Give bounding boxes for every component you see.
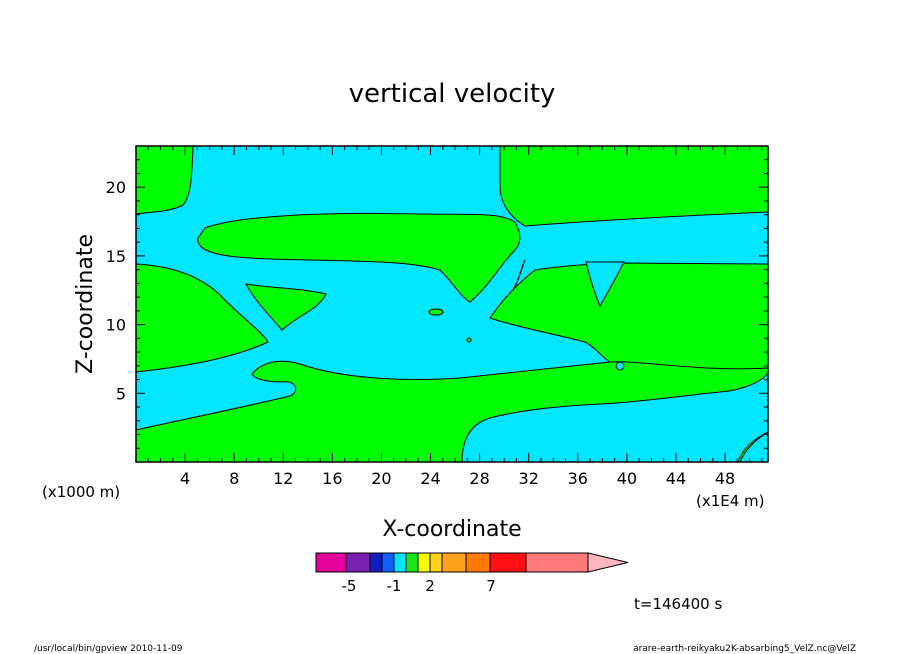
footer-left: /usr/local/bin/gpview 2010-11-09 [34, 644, 183, 654]
x-tick-label: 48 [715, 469, 735, 488]
x-tick-label: 12 [273, 469, 293, 488]
time-label: t=146400 s [634, 595, 722, 613]
contour-field [135, 145, 769, 463]
legend-swatch [315, 552, 347, 573]
legend-swatch [429, 552, 443, 573]
legend-swatch [369, 552, 383, 573]
x-tick-label: 44 [666, 469, 686, 488]
positive-speck [428, 308, 444, 316]
x-tick-label: 40 [617, 469, 637, 488]
y-axis: 5 10 15 20 [106, 159, 768, 449]
y-axis-label: Z-coordinate [73, 234, 98, 374]
chart-title: vertical velocity [349, 79, 556, 109]
legend-swatch [417, 552, 431, 573]
negative-region-right-notch [585, 261, 625, 308]
x-tick-label: 36 [568, 469, 588, 488]
legend-arrow [587, 552, 629, 573]
legend-swatch [441, 552, 467, 573]
x-tick-label: 24 [420, 469, 440, 488]
legend-swatch [345, 552, 371, 573]
legend-swatch [489, 552, 527, 573]
x-tick-label: 28 [469, 469, 489, 488]
legend-label: -5 [342, 577, 357, 595]
x-axis-label: X-coordinate [382, 517, 521, 542]
x-axis: 4 8 12 16 20 24 28 32 36 40 44 48 [147, 146, 763, 488]
positive-speck-small [466, 337, 472, 343]
y-tick-label: 15 [106, 247, 126, 266]
legend-swatch [405, 552, 419, 573]
positive-region-left-mid [135, 263, 269, 373]
plot-frame [135, 145, 769, 463]
positive-region-topright [499, 145, 769, 227]
legend-swatch [393, 552, 407, 573]
y-tick-label: 5 [116, 384, 126, 403]
x-tick-label: 4 [180, 469, 190, 488]
color-legend: -5 -1 2 7 [315, 552, 629, 595]
legend-label: 7 [486, 577, 496, 595]
x-unit-right: (x1E4 m) [696, 492, 765, 510]
x-tick-label: 8 [229, 469, 239, 488]
x-tick-label: 20 [371, 469, 391, 488]
legend-swatch [381, 552, 395, 573]
y-tick-label: 20 [106, 178, 126, 197]
positive-region-small-patch [245, 283, 327, 331]
positive-region-topleft [135, 145, 194, 215]
legend-swatch [525, 552, 589, 573]
legend-label: -1 [387, 577, 402, 595]
positive-region-upper-band [197, 212, 521, 303]
x-tick-label: 16 [322, 469, 342, 488]
footer-right: arare-earth-reikyaku2K-absarbing5_VelZ.n… [633, 644, 856, 654]
legend-swatch [465, 552, 491, 573]
negative-speck [615, 361, 625, 371]
x-unit-left: (x1000 m) [42, 483, 120, 501]
legend-label: 2 [425, 577, 435, 595]
y-tick-label: 10 [106, 316, 126, 335]
x-tick-label: 32 [519, 469, 539, 488]
negative-region-lower-right [461, 371, 769, 463]
